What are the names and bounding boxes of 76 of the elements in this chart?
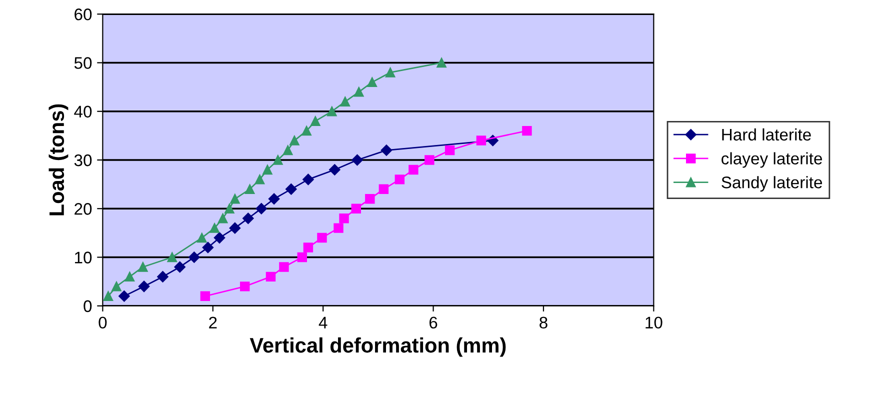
point	[138, 262, 148, 272]
point	[378, 184, 389, 194]
y-tick-label: 20	[74, 203, 92, 215]
point	[273, 155, 283, 165]
point	[174, 261, 186, 273]
point	[167, 252, 177, 262]
point	[394, 174, 405, 184]
point	[230, 194, 240, 204]
x-tick-label: 10	[646, 316, 662, 329]
point	[266, 272, 276, 282]
point	[334, 223, 344, 233]
point	[124, 272, 135, 282]
point	[118, 290, 130, 302]
point	[224, 204, 234, 214]
x-tick-label: 8	[540, 316, 548, 329]
legend-label: Sandy laterite	[722, 176, 822, 192]
point	[197, 232, 207, 243]
point	[286, 184, 297, 195]
x-tick-label: 2	[209, 316, 217, 328]
point	[385, 68, 396, 78]
point	[436, 58, 446, 68]
x-tick-label: 4	[318, 316, 328, 328]
point	[103, 291, 114, 302]
point	[256, 203, 267, 214]
point	[218, 213, 228, 224]
point	[354, 87, 364, 97]
point	[310, 116, 320, 126]
point	[339, 213, 349, 224]
y-tick-label: 40	[74, 106, 92, 118]
point	[522, 126, 532, 136]
point	[157, 271, 168, 282]
point	[244, 184, 255, 194]
point	[408, 164, 418, 175]
point	[444, 145, 455, 156]
point	[365, 194, 375, 204]
point	[240, 282, 250, 292]
point	[380, 144, 392, 156]
point	[290, 136, 300, 146]
y-tick-label: 10	[75, 252, 92, 264]
point	[303, 242, 314, 252]
point	[476, 136, 486, 146]
point	[214, 232, 226, 244]
point	[202, 242, 214, 254]
point	[262, 164, 272, 175]
point	[282, 145, 293, 156]
y-axis-title: Load (tons)	[48, 104, 68, 216]
point	[229, 222, 241, 234]
point	[327, 106, 337, 116]
point	[424, 155, 434, 165]
point	[138, 280, 150, 292]
point	[254, 174, 265, 184]
x-tick-label: 6	[429, 316, 438, 329]
point	[302, 126, 312, 136]
point	[200, 291, 210, 302]
y-tick-label: 60	[74, 8, 92, 20]
point	[340, 96, 350, 106]
point	[367, 77, 377, 88]
point	[297, 252, 308, 262]
point	[210, 223, 220, 233]
point	[188, 252, 200, 263]
y-tick-label: 0	[84, 300, 92, 312]
point	[351, 204, 362, 214]
x-tick-label: 0	[98, 316, 107, 329]
y-tick-label: 50	[74, 57, 92, 69]
point	[317, 232, 327, 243]
x-axis-title: Vertical deformation (mm)	[250, 337, 506, 357]
point	[302, 174, 314, 186]
y-tick-label: 30	[74, 154, 92, 166]
point	[268, 193, 280, 204]
point	[279, 262, 289, 272]
point	[352, 154, 363, 166]
point	[112, 282, 122, 292]
point	[242, 212, 254, 224]
legend-label: clayey laterite	[722, 152, 822, 168]
point	[329, 164, 340, 176]
legend-label: Hard laterite	[722, 128, 811, 141]
